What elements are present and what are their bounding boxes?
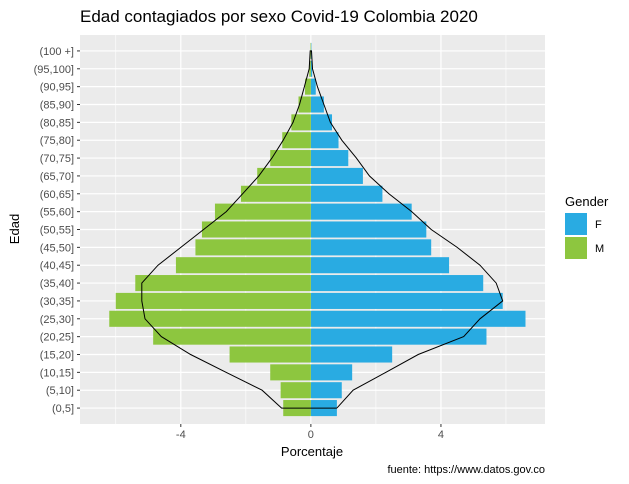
y-tick-label: (90,95] <box>40 82 74 94</box>
x-axis-title: Porcentaje <box>281 444 343 459</box>
legend-label-m: M <box>595 243 604 255</box>
bar-f <box>310 60 313 77</box>
bar-m <box>135 275 311 292</box>
x-tick-labels: -4 0 4 <box>176 424 444 441</box>
caption: fuente: https://www.datos.gov.co <box>387 464 545 476</box>
legend-swatch-m <box>565 237 587 259</box>
bar-f <box>310 114 333 131</box>
bar-m <box>201 221 311 238</box>
bar-m <box>270 364 311 381</box>
bar-f <box>310 257 450 274</box>
bar-f <box>310 239 432 256</box>
bar-f <box>310 221 427 238</box>
bar-m <box>153 328 311 345</box>
bar-m <box>115 292 311 309</box>
bars <box>109 42 526 417</box>
y-tick-label: (35,40] <box>40 278 74 290</box>
bar-m <box>229 346 311 363</box>
y-axis-title: Edad <box>7 214 22 244</box>
x-tick-label: -4 <box>176 429 186 441</box>
bar-f <box>310 328 487 345</box>
bar-f <box>310 292 503 309</box>
y-tick-label: (100 +] <box>39 46 74 58</box>
bar-f <box>310 185 383 202</box>
legend: Gender FM <box>565 194 609 259</box>
x-tick-label: 0 <box>308 429 314 441</box>
bar-f <box>310 96 324 113</box>
chart-title: Edad contagiados por sexo Covid-19 Colom… <box>80 7 478 26</box>
y-tick-label: (95,100] <box>34 64 74 76</box>
bar-m <box>109 310 311 327</box>
bar-f <box>310 310 526 327</box>
bar-m <box>280 382 311 399</box>
bar-m <box>270 150 311 167</box>
bar-m <box>257 167 311 184</box>
y-tick-label: (20,25] <box>40 332 74 344</box>
y-tick-label: (55,60] <box>40 207 74 219</box>
y-tick-label: (45,50] <box>40 242 74 254</box>
legend-title: Gender <box>565 194 609 209</box>
bar-f <box>310 364 353 381</box>
y-tick-label: (40,45] <box>40 260 74 272</box>
bar-m <box>309 60 311 77</box>
x-tick-label: 4 <box>438 429 444 441</box>
bar-m <box>282 132 311 149</box>
legend-swatch-f <box>565 213 587 235</box>
bar-m <box>291 114 311 131</box>
bar-m <box>305 78 311 95</box>
bar-f <box>310 275 484 292</box>
bar-f <box>310 150 349 167</box>
outline-line <box>141 50 504 409</box>
bar-f <box>310 382 342 399</box>
y-tick-label: (10,15] <box>40 367 74 379</box>
bar-m <box>240 185 311 202</box>
bar-f <box>310 203 412 220</box>
bar-f <box>310 132 339 149</box>
y-tick-label: (15,20] <box>40 350 74 362</box>
y-tick-label: (30,35] <box>40 296 74 308</box>
y-tick-label: (60,65] <box>40 189 74 201</box>
y-tick-label: (50,55] <box>40 225 74 237</box>
bar-m <box>214 203 311 220</box>
bar-m <box>195 239 311 256</box>
y-tick-label: (85,90] <box>40 100 74 112</box>
bar-f <box>310 346 393 363</box>
y-tick-label: (80,85] <box>40 117 74 129</box>
bar-f <box>310 78 316 95</box>
bar-m <box>298 96 311 113</box>
bar-f <box>310 167 363 184</box>
y-tick-label: (70,75] <box>40 153 74 165</box>
legend-label-f: F <box>595 219 602 231</box>
y-tick-label: (25,30] <box>40 314 74 326</box>
y-tick-labels: (0,5] (5,10] (10,15] (15,20] (20,25] (25,30] (… <box>34 46 80 415</box>
population-outline <box>141 50 504 409</box>
y-tick-label: (0,5] <box>52 403 74 415</box>
y-tick-label: (75,80] <box>40 135 74 147</box>
bar-m <box>175 257 311 274</box>
y-tick-label: (5,10] <box>46 385 74 397</box>
y-tick-label: (65,70] <box>40 171 74 183</box>
